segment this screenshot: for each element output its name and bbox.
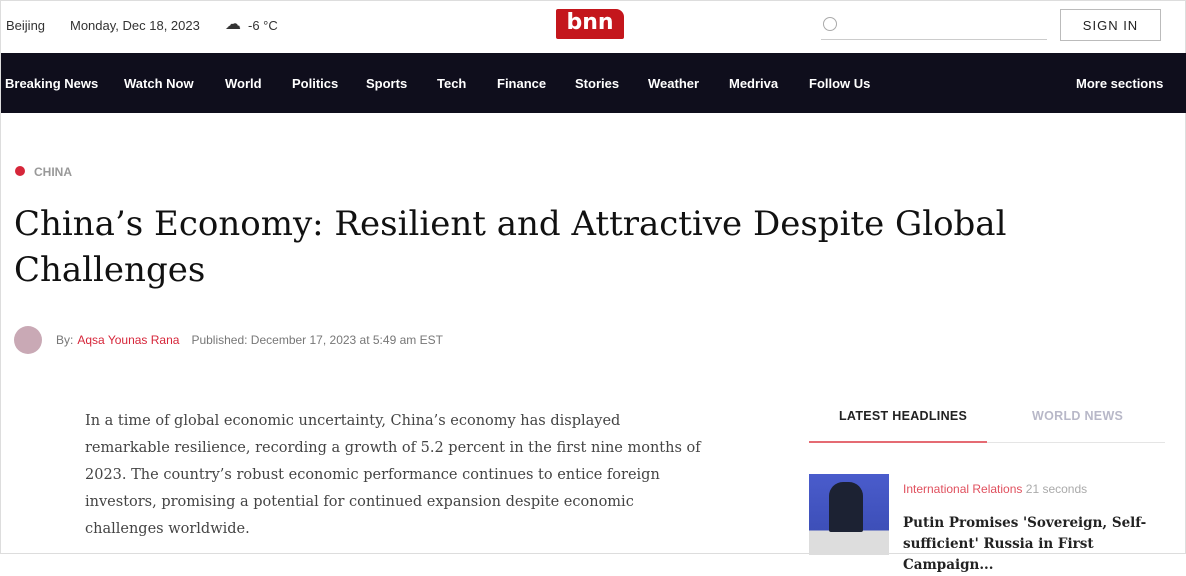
cloud-icon: ☁ (225, 16, 241, 33)
date: Monday, Dec 18, 2023 (70, 18, 200, 33)
published-date: Published: December 17, 2023 at 5:49 am … (191, 333, 443, 347)
nav-medriva[interactable]: Medriva (729, 76, 779, 91)
headline-meta: International Relations 21 seconds (903, 482, 1087, 496)
sign-in-button[interactable]: SIGN IN (1060, 9, 1161, 41)
nav-politics[interactable]: Politics (292, 76, 339, 91)
headline-category[interactable]: International Relations (903, 482, 1023, 496)
main-nav: Breaking News Watch Now World Politics S… (1, 53, 1186, 113)
search-icon (823, 17, 837, 31)
category-link[interactable]: CHINA (34, 165, 72, 179)
article-title: China’s Economy: Resilient and Attractiv… (14, 204, 1007, 290)
headline-time: 21 seconds (1025, 482, 1088, 496)
search-input[interactable] (821, 13, 1047, 40)
article-body: In a time of global economic uncertainty… (85, 413, 701, 537)
nav-follow-us[interactable]: Follow Us (809, 76, 871, 91)
top-bar: Beijing Monday, Dec 18, 2023 ☁ -6 °C bnn… (1, 1, 1185, 53)
dot-icon (15, 166, 25, 176)
sidebar-tabs: LATEST HEADLINES WORLD NEWS (809, 401, 1165, 443)
logo[interactable]: bnn (556, 9, 624, 39)
byline: By: Aqsa Younas Rana Published: December… (14, 326, 443, 354)
nav-world[interactable]: World (225, 76, 262, 91)
author-avatar[interactable] (14, 326, 42, 354)
temperature: -6 °C (248, 18, 278, 33)
nav-tech[interactable]: Tech (437, 76, 467, 91)
nav-weather[interactable]: Weather (648, 76, 700, 91)
nav-breaking-news[interactable]: Breaking News (5, 76, 99, 91)
person-image (829, 482, 863, 532)
by-label: By: (56, 333, 74, 347)
nav-watch-now[interactable]: Watch Now (124, 76, 194, 91)
category-label[interactable]: CHINA (15, 165, 72, 179)
headline-title[interactable]: Putin Promises 'Sovereign, Self-sufficie… (903, 515, 1147, 573)
nav-finance[interactable]: Finance (497, 76, 547, 91)
tab-latest-headlines[interactable]: LATEST HEADLINES (839, 409, 968, 423)
tab-world-news[interactable]: WORLD NEWS (1032, 409, 1124, 423)
nav-more-sections[interactable]: More sections (1076, 76, 1164, 91)
nav-sports[interactable]: Sports (366, 76, 408, 91)
active-tab-indicator (809, 441, 987, 443)
city: Beijing (6, 18, 46, 33)
nav-stories[interactable]: Stories (575, 76, 620, 91)
author-link[interactable]: Aqsa Younas Rana (77, 333, 180, 347)
headline-thumbnail[interactable] (809, 474, 889, 555)
